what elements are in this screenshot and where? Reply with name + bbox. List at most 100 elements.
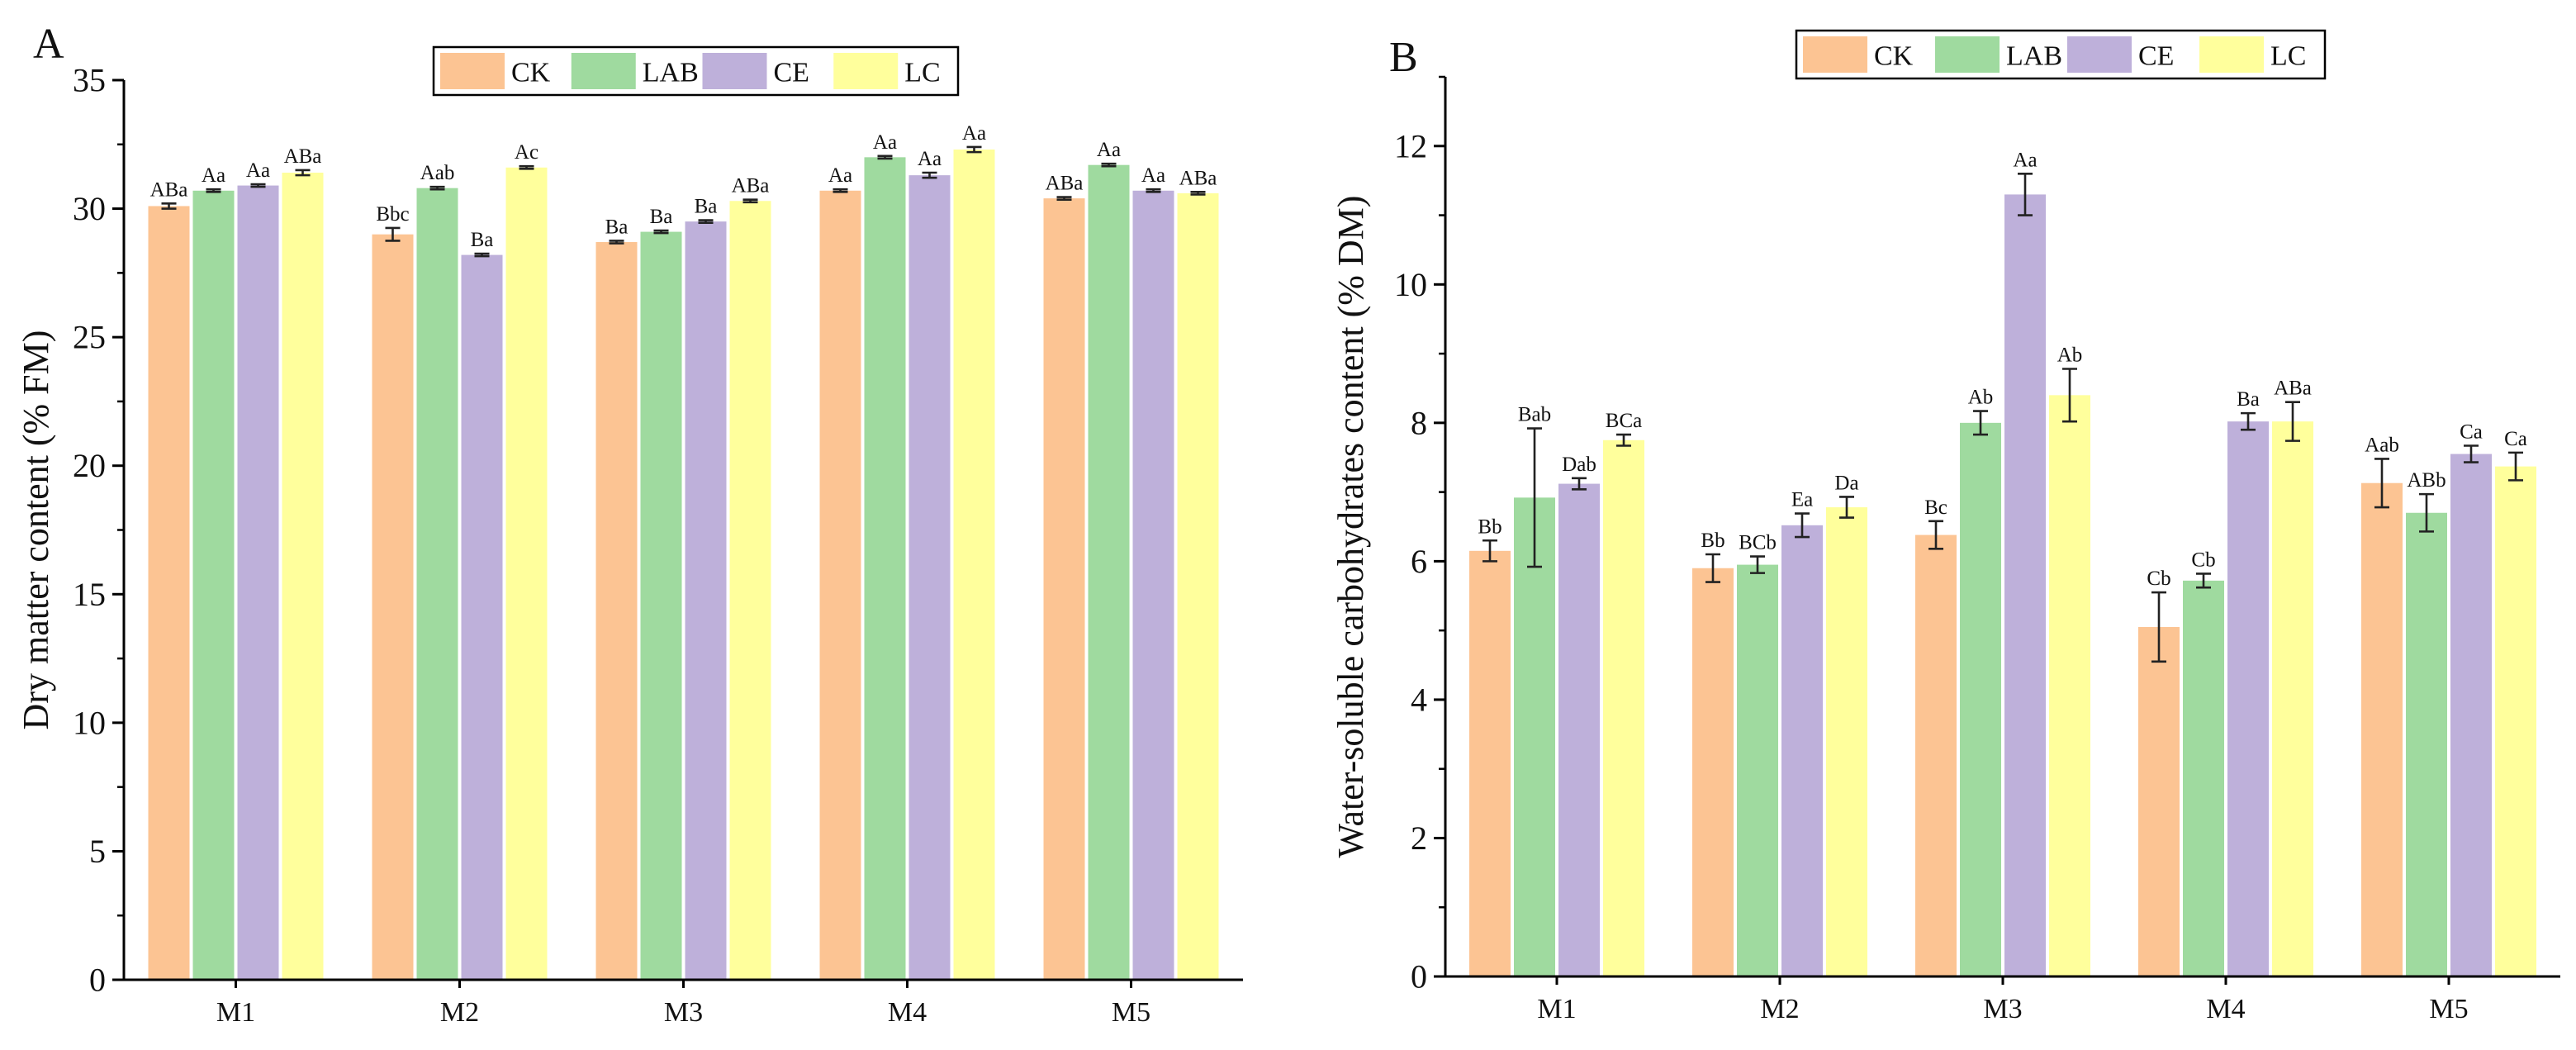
error-bar	[2464, 444, 2479, 463]
error-bar	[161, 202, 177, 210]
bar-lab-m3	[640, 231, 682, 980]
x-tick-label: M5	[2429, 994, 2468, 1024]
bar-significance-label: Cb	[2147, 568, 2170, 590]
bar-ce-m3	[2004, 194, 2046, 976]
bar-significance-label: Ba	[650, 206, 673, 228]
bar-significance-label: Aa	[962, 122, 986, 145]
bar-significance-label: Bbc	[376, 203, 409, 226]
error-bar	[474, 252, 490, 258]
error-bar	[2374, 458, 2389, 509]
error-bar	[2419, 492, 2434, 533]
bar-significance-label: Aab	[2365, 434, 2399, 456]
bar-lc-m4	[2272, 421, 2313, 976]
legend-swatch-ce	[702, 53, 767, 89]
y-tick-label: 12	[1394, 127, 1427, 164]
bar-significance-label: ABa	[150, 178, 188, 201]
bar-significance-label: Ac	[515, 141, 538, 164]
bar-ck-m1	[148, 206, 190, 980]
y-tick-label: 0	[1411, 958, 1427, 995]
y-tick-label: 10	[73, 704, 106, 741]
panel-letter: B	[1389, 34, 1418, 81]
y-tick-label: 10	[1394, 266, 1427, 303]
x-tick-label: M5	[1112, 997, 1150, 1028]
y-tick-label: 25	[73, 319, 106, 356]
bar-ck-m5	[2361, 482, 2403, 976]
error-bar	[206, 188, 221, 193]
legend-swatch-ck	[440, 53, 505, 89]
legend-label: LC	[2270, 41, 2306, 72]
bar-significance-label: Ba	[2237, 388, 2260, 411]
error-bar	[2196, 573, 2211, 589]
legend-label: CE	[774, 58, 809, 88]
bar-significance-label: ABa	[2274, 378, 2312, 400]
bar-lc-m2	[505, 167, 548, 980]
bar-significance-label: Aa	[2013, 149, 2037, 171]
y-tick-label: 5	[89, 833, 106, 870]
y-tick-label: 35	[73, 62, 106, 99]
bar-significance-label: Cb	[2191, 549, 2215, 571]
bar-significance-label: Aa	[828, 164, 852, 187]
bar-ce-m2	[461, 254, 503, 980]
bar-significance-label: Aab	[420, 162, 455, 184]
bar-lc-m3	[2049, 395, 2090, 976]
panel-b-chart: B Water-soluble carbohydrates content (% …	[1331, 29, 2560, 1024]
bar-significance-label: BCa	[1606, 410, 1642, 432]
bar-lc-m4	[953, 150, 995, 981]
error-bar	[1750, 555, 1765, 574]
bar-ck-m3	[1915, 535, 1957, 976]
error-bar	[922, 171, 937, 179]
bar-lab-m5	[2406, 512, 2447, 976]
bar-significance-label: Aa	[918, 148, 942, 170]
bar-lab-m5	[1088, 164, 1130, 981]
legend-label: LAB	[2006, 41, 2062, 72]
error-bar	[877, 154, 893, 160]
y-axis-title: Water-soluble carbohydrates content (% D…	[1331, 196, 1371, 858]
bar-significance-label: ABb	[2407, 469, 2446, 492]
error-bar	[698, 219, 714, 224]
legend: CK LAB CE LC	[1795, 29, 2327, 80]
y-tick-label: 20	[73, 447, 106, 484]
error-bar	[1483, 539, 1497, 563]
legend-label: LAB	[643, 58, 699, 88]
bar-significance-label: Da	[1834, 472, 1858, 494]
x-tick-label: M2	[440, 997, 479, 1028]
error-bar	[1973, 410, 1988, 436]
legend-label: CE	[2138, 41, 2174, 72]
legend-swatch-lab	[1935, 36, 2000, 73]
error-bar	[1527, 427, 1542, 568]
bar-ce-m4	[2227, 421, 2269, 976]
error-bar	[1616, 433, 1631, 447]
legend: CK LAB CE LC	[432, 45, 960, 97]
bar-lab-m1	[192, 190, 235, 980]
error-bar	[429, 185, 445, 191]
bar-significance-label: ABa	[284, 145, 322, 168]
y-tick-label: 8	[1411, 404, 1427, 441]
bar-ce-m1	[237, 185, 279, 980]
bar-significance-label: Ba	[605, 216, 629, 238]
bar-lab-m4	[2183, 580, 2224, 976]
bar-significance-label: ABa	[732, 175, 770, 197]
bar-significance-label: Bc	[1924, 496, 1947, 519]
error-bar	[2151, 591, 2166, 663]
error-bar	[2062, 368, 2077, 423]
bar-significance-label: Ba	[471, 229, 494, 251]
error-bar	[2508, 451, 2523, 482]
bar-ce-m4	[908, 175, 951, 980]
bar-lc-m1	[282, 173, 324, 981]
error-bar	[1705, 553, 1720, 583]
bar-lc-m5	[2495, 466, 2536, 976]
legend-swatch-ck	[1803, 36, 1867, 73]
bar-lab-m1	[1514, 497, 1555, 976]
bar-ce-m5	[1132, 190, 1174, 980]
bar-lab-m3	[1960, 422, 2001, 976]
error-bar	[609, 240, 624, 245]
x-tick-label: M3	[1983, 994, 2022, 1024]
bar-significance-label: Aa	[1141, 164, 1165, 187]
legend-label: CK	[511, 58, 551, 88]
bar-ck-m2	[1692, 568, 1734, 976]
error-bar	[2018, 172, 2033, 216]
bar-lc-m2	[1826, 507, 1867, 976]
error-bar	[742, 198, 758, 204]
bar-ce-m5	[2450, 454, 2492, 976]
